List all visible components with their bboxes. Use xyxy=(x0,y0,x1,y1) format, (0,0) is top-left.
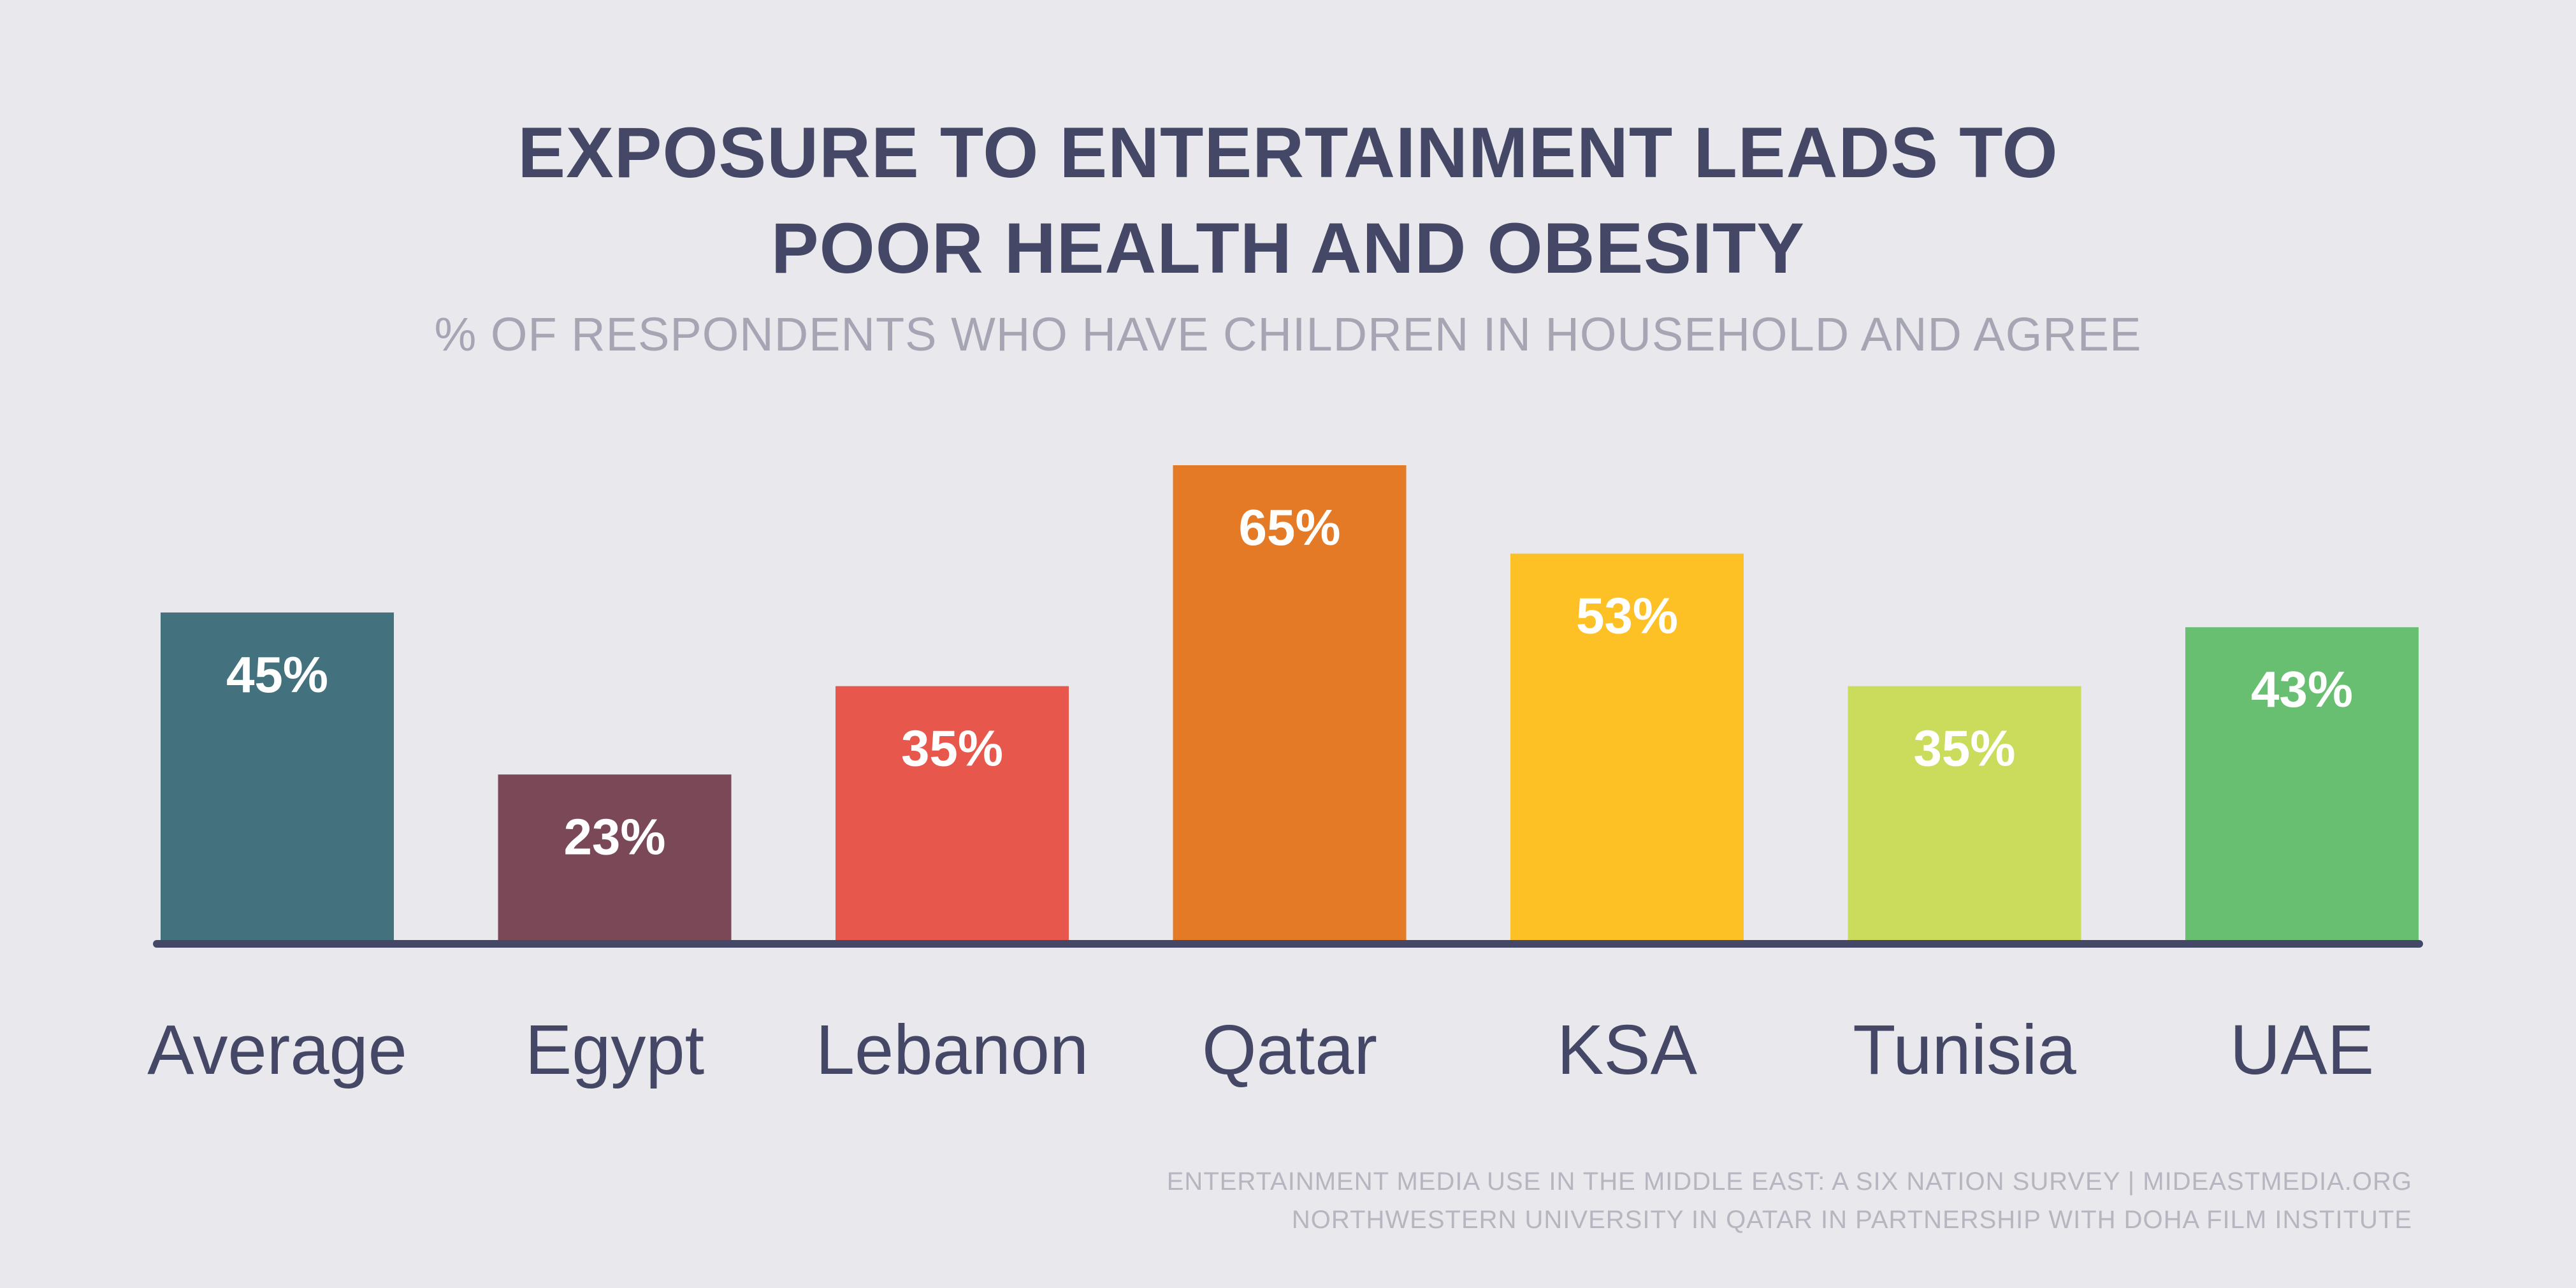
data-label-egypt: 23% xyxy=(563,808,665,865)
bar-lebanon xyxy=(836,686,1069,944)
bar-tunisia xyxy=(1848,686,2081,944)
labels-group: 45% Average 23% Egypt 35% Lebanon 65% Qatar 53% K… xyxy=(147,499,2374,1089)
category-label-uae: UAE xyxy=(2230,1011,2374,1089)
category-label-egypt: Egypt xyxy=(525,1011,704,1089)
source-credit-line-1: ENTERTAINMENT MEDIA USE IN THE MIDDLE EA… xyxy=(1166,1168,2412,1196)
data-label-uae: 43% xyxy=(2251,661,2353,718)
source-credit-line-2: NORTHWESTERN UNIVERSITY IN QATAR IN PART… xyxy=(1291,1206,2412,1234)
category-label-ksa: KSA xyxy=(1557,1011,1698,1089)
chart-title-line-1: EXPOSURE TO ENTERTAINMENT LEADS TO xyxy=(517,113,2059,192)
data-label-qatar: 65% xyxy=(1238,499,1340,556)
chart-subtitle: % OF RESPONDENTS WHO HAVE CHILDREN IN HO… xyxy=(434,308,2142,361)
bar-qatar xyxy=(1173,465,1407,944)
bar-ksa xyxy=(1510,553,1744,944)
bars-group xyxy=(161,465,2419,944)
data-label-tunisia: 35% xyxy=(1913,720,2015,777)
chart-title-line-2: POOR HEALTH AND OBESITY xyxy=(771,208,1805,288)
bar-egypt xyxy=(498,774,732,944)
category-label-qatar: Qatar xyxy=(1202,1011,1377,1089)
data-label-ksa: 53% xyxy=(1576,588,1678,644)
data-label-average: 45% xyxy=(226,646,328,703)
bar-average xyxy=(161,612,394,944)
category-label-lebanon: Lebanon xyxy=(816,1011,1089,1089)
bar-uae xyxy=(2185,627,2419,944)
data-label-lebanon: 35% xyxy=(901,720,1003,777)
category-label-average: Average xyxy=(147,1011,407,1089)
category-label-tunisia: Tunisia xyxy=(1853,1011,2076,1089)
